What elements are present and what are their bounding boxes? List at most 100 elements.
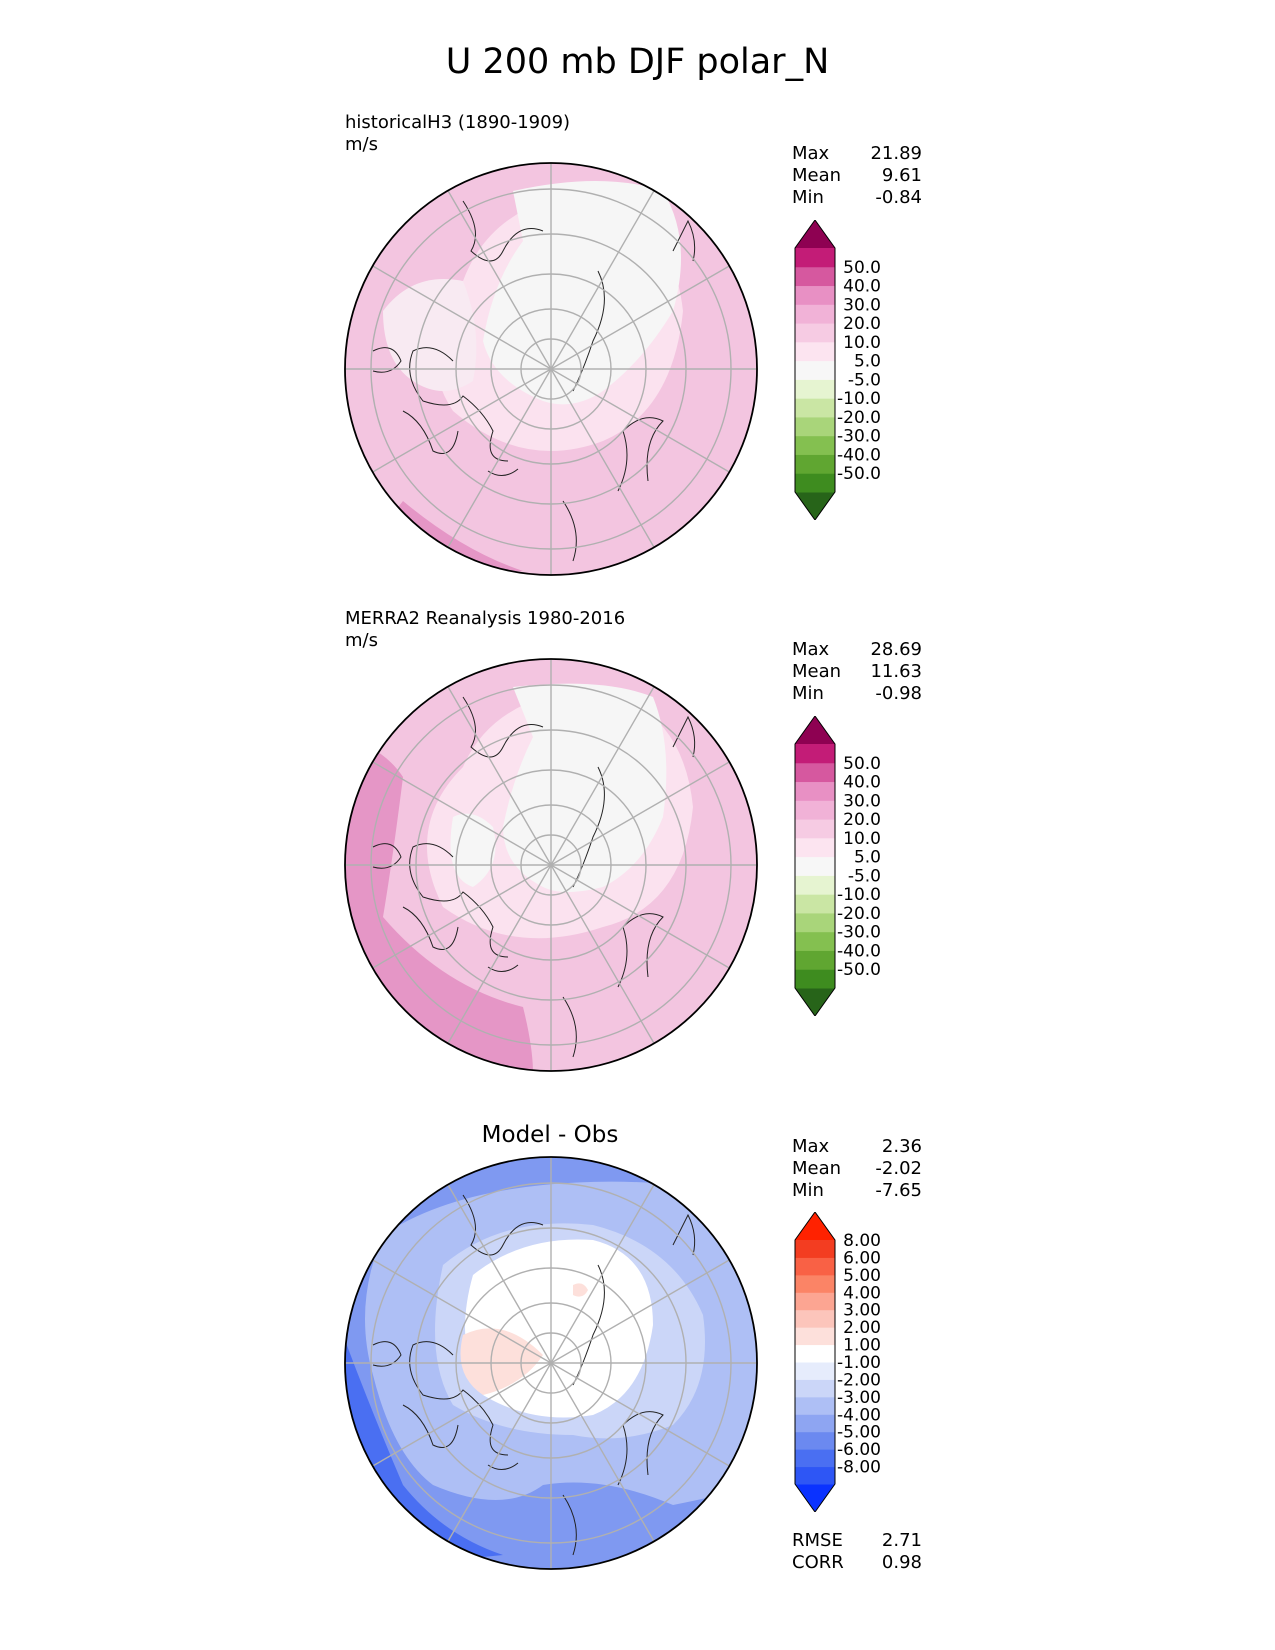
colorbar-segment — [795, 950, 835, 970]
colorbar-tick-label: 3.00 — [843, 1301, 881, 1321]
colorbar-segment — [795, 1327, 835, 1346]
colorbar-tick-label: 5.0 — [854, 352, 881, 372]
graticule — [345, 163, 757, 575]
colorbar-tick-label: -40.0 — [837, 445, 881, 465]
colorbar-tick-label: -20.0 — [837, 408, 881, 428]
min-value: -0.84 — [875, 187, 922, 208]
mean-value: 9.61 — [881, 165, 922, 186]
colorbar-tick-label: -8.00 — [837, 1458, 881, 1478]
colorbar-tick-label: -5.0 — [848, 866, 881, 886]
colorbar-tick-label: -4.00 — [837, 1405, 881, 1425]
colorbar-segment — [795, 781, 835, 801]
colorbar-segment — [795, 248, 835, 268]
colorbar-tick-label: 20.0 — [843, 810, 881, 830]
field-near-zero — [383, 279, 477, 391]
min-label: Min — [792, 187, 824, 208]
panel2-stats: Max 28.69 Mean 11.63 Min -0.98 — [792, 639, 922, 705]
mean-label: Mean — [792, 661, 842, 682]
colorbar-segment — [795, 1449, 835, 1468]
colorbar-tick-label: 6.00 — [843, 1248, 881, 1268]
colorbar-tick-label: -2.00 — [837, 1370, 881, 1390]
colorbar-segment — [795, 435, 835, 455]
colorbar-tick-label: 20.0 — [843, 314, 881, 334]
max-label: Max — [792, 143, 830, 164]
max-label: Max — [792, 1136, 830, 1157]
colorbar-tick-label: -30.0 — [837, 427, 881, 447]
colorbar-segment — [795, 894, 835, 914]
max-value: 2.36 — [881, 1136, 922, 1157]
graticule — [345, 1157, 757, 1569]
colorbar-tick-label: 50.0 — [843, 258, 881, 278]
max-value: 21.89 — [870, 143, 922, 164]
colorbar-segment — [795, 379, 835, 399]
panel1-label: historicalH3 (1890-1909) — [345, 112, 571, 133]
colorbar-tick-label: -30.0 — [837, 923, 881, 943]
colorbar-tick-label: 30.0 — [843, 295, 881, 315]
colorbar-segment — [795, 304, 835, 324]
mean-label: Mean — [792, 165, 842, 186]
colorbar-segment — [795, 1292, 835, 1311]
colorbar-tick-label: 5.0 — [854, 848, 881, 868]
colorbar-segment — [795, 1344, 835, 1363]
colorbar-tick-label: -6.00 — [837, 1440, 881, 1460]
colorbar-segment — [795, 969, 835, 989]
colorbar-segment — [795, 1414, 835, 1433]
colorbar-segment — [795, 800, 835, 820]
colorbar-segment — [795, 856, 835, 876]
colorbar-tick-label: 50.0 — [843, 754, 881, 774]
colorbar-tick-label: 4.00 — [843, 1283, 881, 1303]
panel1-units: m/s — [345, 134, 378, 155]
colorbar-segment — [795, 1466, 835, 1485]
colorbar-tick-label: -5.0 — [848, 370, 881, 390]
min-label: Min — [792, 683, 824, 704]
colorbar-extend-max — [795, 220, 835, 248]
mean-value: -2.02 — [875, 1158, 922, 1179]
colorbar-tick-label: -5.00 — [837, 1423, 881, 1443]
colorbar-tick-label: -50.0 — [837, 960, 881, 980]
colorbar-segment — [795, 1240, 835, 1258]
field-neg5-5 — [483, 181, 681, 405]
panel3-polar-map — [344, 1156, 758, 1570]
colorbar-extend-max — [795, 1212, 835, 1240]
colorbar-tick-label: 8.00 — [843, 1231, 881, 1251]
colorbar-extend-max — [795, 716, 835, 744]
colorbar-extend-min — [795, 988, 835, 1016]
colorbar-tick-label: 40.0 — [843, 277, 881, 297]
colorbar-segment — [795, 1257, 835, 1276]
panel2-polar-map — [344, 658, 758, 1072]
figure-title: U 200 mb DJF polar_N — [445, 42, 830, 82]
rmse-value: 2.71 — [881, 1530, 922, 1551]
panel2-units: m/s — [345, 630, 378, 651]
colorbar-tick-label: -40.0 — [837, 941, 881, 961]
field-30-40 — [345, 737, 533, 1071]
graticule — [345, 659, 757, 1071]
colorbar-tick-label: -20.0 — [837, 904, 881, 924]
colorbar-segment — [795, 744, 835, 764]
mean-value: 11.63 — [870, 661, 922, 682]
colorbar-segment — [795, 398, 835, 418]
rmse-label: RMSE — [792, 1530, 843, 1551]
colorbar-segment — [795, 1431, 835, 1450]
colorbar-tick-label: -1.00 — [837, 1353, 881, 1373]
colorbar-tick-label: 30.0 — [843, 791, 881, 811]
colorbar-segment — [795, 341, 835, 362]
colorbar-extend-min — [795, 1484, 835, 1512]
colorbar-segment — [795, 1309, 835, 1328]
colorbar-segment — [795, 416, 835, 437]
colorbar-segment — [795, 323, 835, 343]
colorbar-outline — [794, 220, 836, 520]
min-value: -0.98 — [875, 683, 922, 704]
colorbar-segment — [795, 837, 835, 858]
colorbar-extend-min — [795, 492, 835, 520]
colorbar-segment — [795, 1379, 835, 1398]
panel1-polar-map — [344, 162, 758, 576]
panel2-label: MERRA2 Reanalysis 1980-2016 — [345, 608, 626, 629]
mean-label: Mean — [792, 1158, 842, 1179]
colorbar-outline — [794, 716, 836, 1016]
colorbar-segment — [795, 360, 835, 380]
panel1-stats: Max 21.89 Mean 9.61 Min -0.84 — [792, 143, 922, 209]
panel3-metrics: RMSE 2.71 CORR 0.98 — [792, 1530, 922, 1574]
colorbar-tick-label: 1.00 — [843, 1336, 881, 1356]
corr-label: CORR — [792, 1552, 844, 1573]
colorbar-segment — [795, 266, 835, 287]
